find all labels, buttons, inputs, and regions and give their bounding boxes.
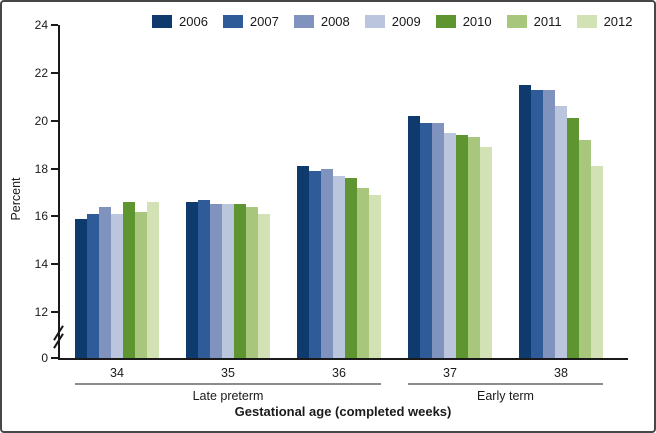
- legend-item-2008: 2008: [293, 14, 350, 29]
- bar-36-2006: [297, 166, 309, 358]
- bar-38-2011: [579, 139, 591, 358]
- legend-item-2011: 2011: [506, 14, 562, 29]
- legend-item-2010: 2010: [435, 14, 492, 29]
- y-tick-0: [51, 357, 58, 359]
- y-tick-14: [51, 263, 58, 266]
- y-tick-24: [51, 24, 58, 26]
- bar-37-2007: [420, 123, 432, 358]
- bar-35-2012: [258, 213, 270, 358]
- bar-35-2006: [186, 201, 198, 358]
- legend-item-2012: 2012: [576, 14, 633, 29]
- legend-label: 2007: [249, 14, 279, 29]
- bar-36-2012: [369, 194, 381, 358]
- legend-swatch-2011: [506, 15, 527, 28]
- x-category-label-37: 37: [443, 366, 457, 380]
- bar-36-2008: [321, 168, 333, 358]
- legend-swatch-2007: [222, 15, 243, 28]
- bracket-label-early-term: Early term: [477, 389, 534, 403]
- x-category-label-36: 36: [332, 366, 346, 380]
- bar-38-2009: [555, 106, 567, 358]
- bar-37-2010: [456, 135, 468, 358]
- bar-36-2010: [345, 178, 357, 358]
- bar-36-2009: [333, 175, 345, 358]
- bar-36-2011: [357, 187, 369, 358]
- bracket-label-late-preterm: Late preterm: [192, 389, 264, 403]
- bar-35-2009: [222, 204, 234, 358]
- y-tick-22: [51, 71, 58, 74]
- bar-37-2011: [468, 137, 480, 358]
- bar-37-2008: [432, 123, 444, 358]
- bar-35-2007: [198, 199, 210, 358]
- bar-35-2010: [234, 204, 246, 358]
- y-tick-label-18: 18: [34, 161, 48, 176]
- legend-item-2006: 2006: [152, 15, 208, 28]
- bar-34-2012: [147, 201, 159, 358]
- legend: 2006 2007 2008 2009 2010 2011 2012: [152, 15, 648, 28]
- y-axis-line: [58, 25, 60, 360]
- y-tick-label-20: 20: [34, 113, 48, 128]
- x-axis-title: Gestational age (completed weeks): [234, 404, 452, 419]
- legend-item-2007: 2007: [222, 14, 279, 29]
- bar-34-2006: [75, 218, 87, 358]
- bar-34-2010: [123, 201, 135, 358]
- y-tick-label-12: 12: [34, 305, 48, 319]
- bar-38-2007: [531, 89, 543, 358]
- bar-35-2011: [246, 206, 258, 358]
- y-tick-label-22: 22: [34, 65, 48, 80]
- bar-37-2012: [480, 146, 492, 358]
- y-tick-20: [51, 119, 58, 122]
- bar-34-2007: [87, 213, 99, 358]
- bar-37-2006: [408, 115, 420, 358]
- y-tick-label-24: 24: [34, 18, 48, 32]
- bracket-line-late-preterm: [75, 383, 381, 385]
- x-category-label-35: 35: [221, 366, 235, 380]
- legend-label: 2010: [462, 14, 492, 29]
- bar-34-2008: [99, 206, 111, 358]
- y-tick-label-0: 0: [41, 351, 48, 365]
- y-tick-12: [51, 311, 58, 313]
- legend-swatch-2006: [152, 15, 172, 28]
- legend-label: 2011: [533, 14, 562, 29]
- x-category-label-38: 38: [554, 366, 568, 380]
- legend-label: 2008: [320, 14, 350, 29]
- bar-34-2009: [111, 213, 123, 358]
- bar-35-2008: [210, 204, 222, 358]
- bar-34-2011: [135, 211, 147, 358]
- legend-swatch-2009: [364, 15, 385, 28]
- x-axis-line: [58, 358, 628, 360]
- y-tick-18: [51, 167, 58, 170]
- bar-38-2012: [591, 166, 603, 358]
- legend-label: 2006: [179, 14, 208, 29]
- bar-38-2008: [543, 89, 555, 358]
- y-tick-label-16: 16: [34, 209, 48, 224]
- bar-38-2010: [567, 118, 579, 358]
- bracket-line-early-term: [408, 383, 603, 385]
- bar-38-2006: [519, 84, 531, 358]
- legend-swatch-2012: [576, 15, 597, 28]
- y-tick-label-14: 14: [34, 257, 48, 272]
- legend-swatch-2010: [435, 15, 456, 28]
- legend-label: 2009: [391, 14, 421, 29]
- bar-37-2009: [444, 132, 456, 358]
- y-tick-16: [51, 215, 58, 218]
- legend-label: 2012: [603, 14, 633, 29]
- x-category-label-34: 34: [110, 366, 124, 380]
- legend-item-2009: 2009: [364, 14, 421, 29]
- bar-36-2007: [309, 170, 321, 358]
- legend-swatch-2008: [293, 15, 314, 28]
